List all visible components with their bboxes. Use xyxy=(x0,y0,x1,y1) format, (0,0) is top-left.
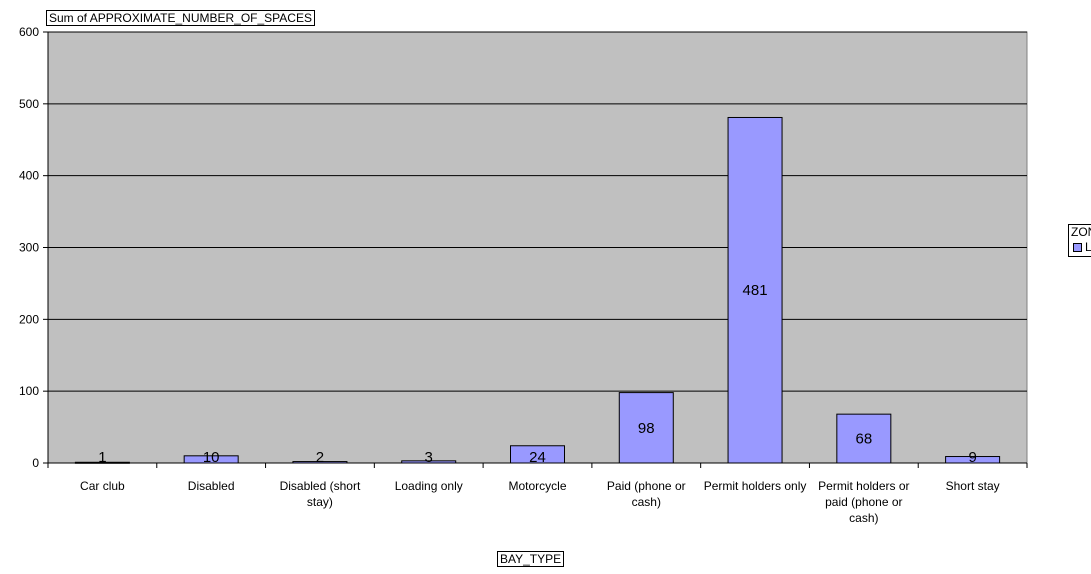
bar xyxy=(183,455,239,464)
y-tick-label: 0 xyxy=(32,456,39,470)
data-label: 3 xyxy=(425,449,433,466)
data-label: 24 xyxy=(529,449,546,466)
gridlines xyxy=(48,31,1027,392)
legend-label: L xyxy=(1085,240,1091,254)
legend-item: L xyxy=(1069,240,1091,256)
x-tick-label: Paid (phone or cash) xyxy=(606,479,686,509)
data-label: 481 xyxy=(743,282,768,299)
data-labels: 1 10 2 3 24 98 481 68 9 xyxy=(98,282,977,466)
x-tick-label: Short stay xyxy=(945,479,1000,493)
data-label: 98 xyxy=(638,420,655,437)
bar xyxy=(510,445,565,464)
y-tick-label: 400 xyxy=(19,169,39,183)
y-tick-label: 600 xyxy=(19,25,39,39)
bar xyxy=(618,392,674,464)
x-tick-label: Disabled xyxy=(187,479,235,493)
legend-swatch xyxy=(1073,243,1082,252)
data-label: 2 xyxy=(316,449,324,466)
legend-title: ZONE xyxy=(1071,225,1091,239)
x-tick-label: Loading only xyxy=(394,479,463,493)
bar xyxy=(401,460,457,464)
data-label: 68 xyxy=(855,431,872,448)
y-tick-label: 300 xyxy=(19,241,39,255)
bar xyxy=(836,413,892,464)
y-tick-label: 100 xyxy=(19,384,39,398)
data-label: 1 xyxy=(98,449,106,466)
bar xyxy=(727,116,783,464)
x-tick-label: Motorcycle xyxy=(508,479,567,493)
y-tick-label: 500 xyxy=(19,97,39,111)
data-label: 10 xyxy=(203,449,220,466)
legend: ZONE L xyxy=(1068,224,1091,257)
bar xyxy=(945,456,1001,464)
x-tick-label: Disabled (short stay) xyxy=(279,479,361,509)
x-tick-label: Car club xyxy=(80,479,125,493)
x-tick-label: Permit holders or paid (phone or cash) xyxy=(818,479,910,525)
bars xyxy=(74,116,1001,464)
data-label: 9 xyxy=(968,449,976,466)
x-axis-label: BAY_TYPE xyxy=(497,551,565,567)
bar xyxy=(292,461,348,464)
y-tick-label: 200 xyxy=(19,312,39,326)
bar xyxy=(74,461,130,464)
chart-title: Sum of APPROXIMATE_NUMBER_OF_SPACES xyxy=(46,10,315,26)
x-tick-label: Permit holders only xyxy=(703,479,807,493)
